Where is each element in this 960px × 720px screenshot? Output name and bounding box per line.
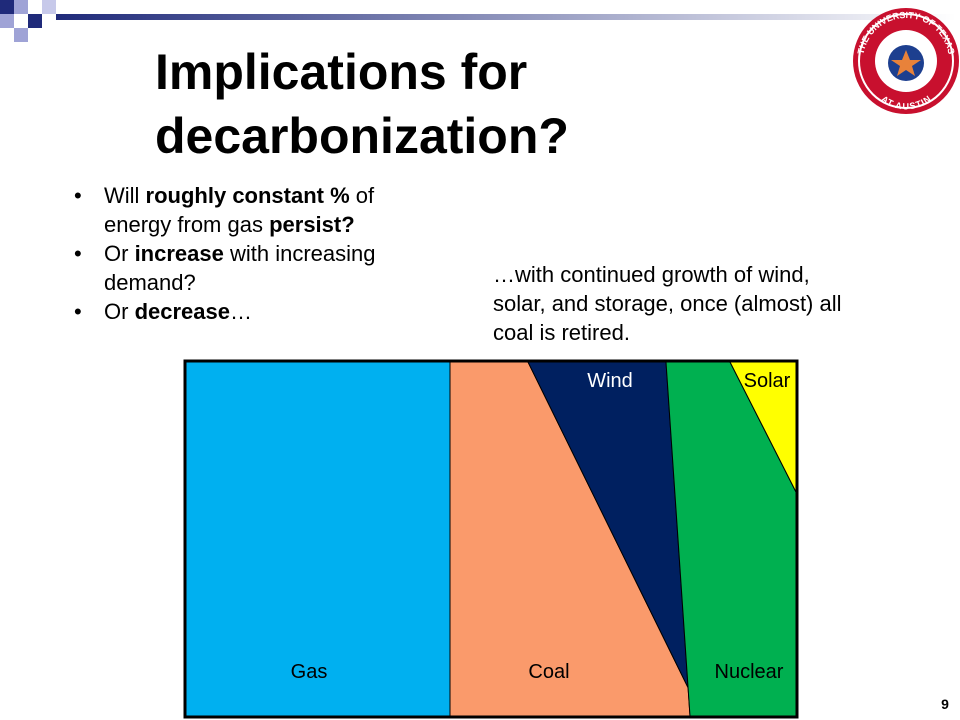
bullet-text: Will [104,183,146,208]
label-wind: Wind [587,370,633,392]
deco-square [14,28,28,42]
deco-bar [56,14,956,20]
diagram-frame [183,359,799,719]
deco-square [28,14,42,28]
note-text: …with continued growth of wind, solar, a… [493,262,842,345]
deco-square [0,0,14,14]
label-coal: Coal [528,661,569,683]
label-gas: Gas [291,661,328,683]
label-nuclear: Nuclear [715,661,784,683]
deco-square [14,0,28,14]
bullet: Or increase with increasing demand? [70,239,439,297]
bullet: Will roughly constant % of energy from g… [70,181,439,239]
deco-square [0,14,14,28]
bullet-list: Will roughly constant % of energy from g… [70,181,440,326]
gas-area [185,361,451,717]
slide-title: Implications for decarbonization? [155,44,569,164]
bullet-text: Or [104,299,135,324]
label-solar: Solar [744,370,791,392]
bullet-text: decrease [134,299,230,324]
page-number: 9 [941,696,949,712]
bullet-text: with increasing demand? [104,241,376,295]
bullet-text: Or [104,241,135,266]
bullet: Or decrease… [70,297,439,326]
energy-diagram [183,359,799,719]
bullet-text: increase [134,241,224,266]
logo: THE UNIVERSITY OF TEXAS AT AUSTIN [853,8,959,114]
deco-square [42,0,56,14]
bullet-text: persist? [269,212,355,237]
bullet-text: roughly constant % [145,183,350,208]
bullet-text: of energy from gas [104,183,375,237]
bullet-text: … [229,299,252,324]
